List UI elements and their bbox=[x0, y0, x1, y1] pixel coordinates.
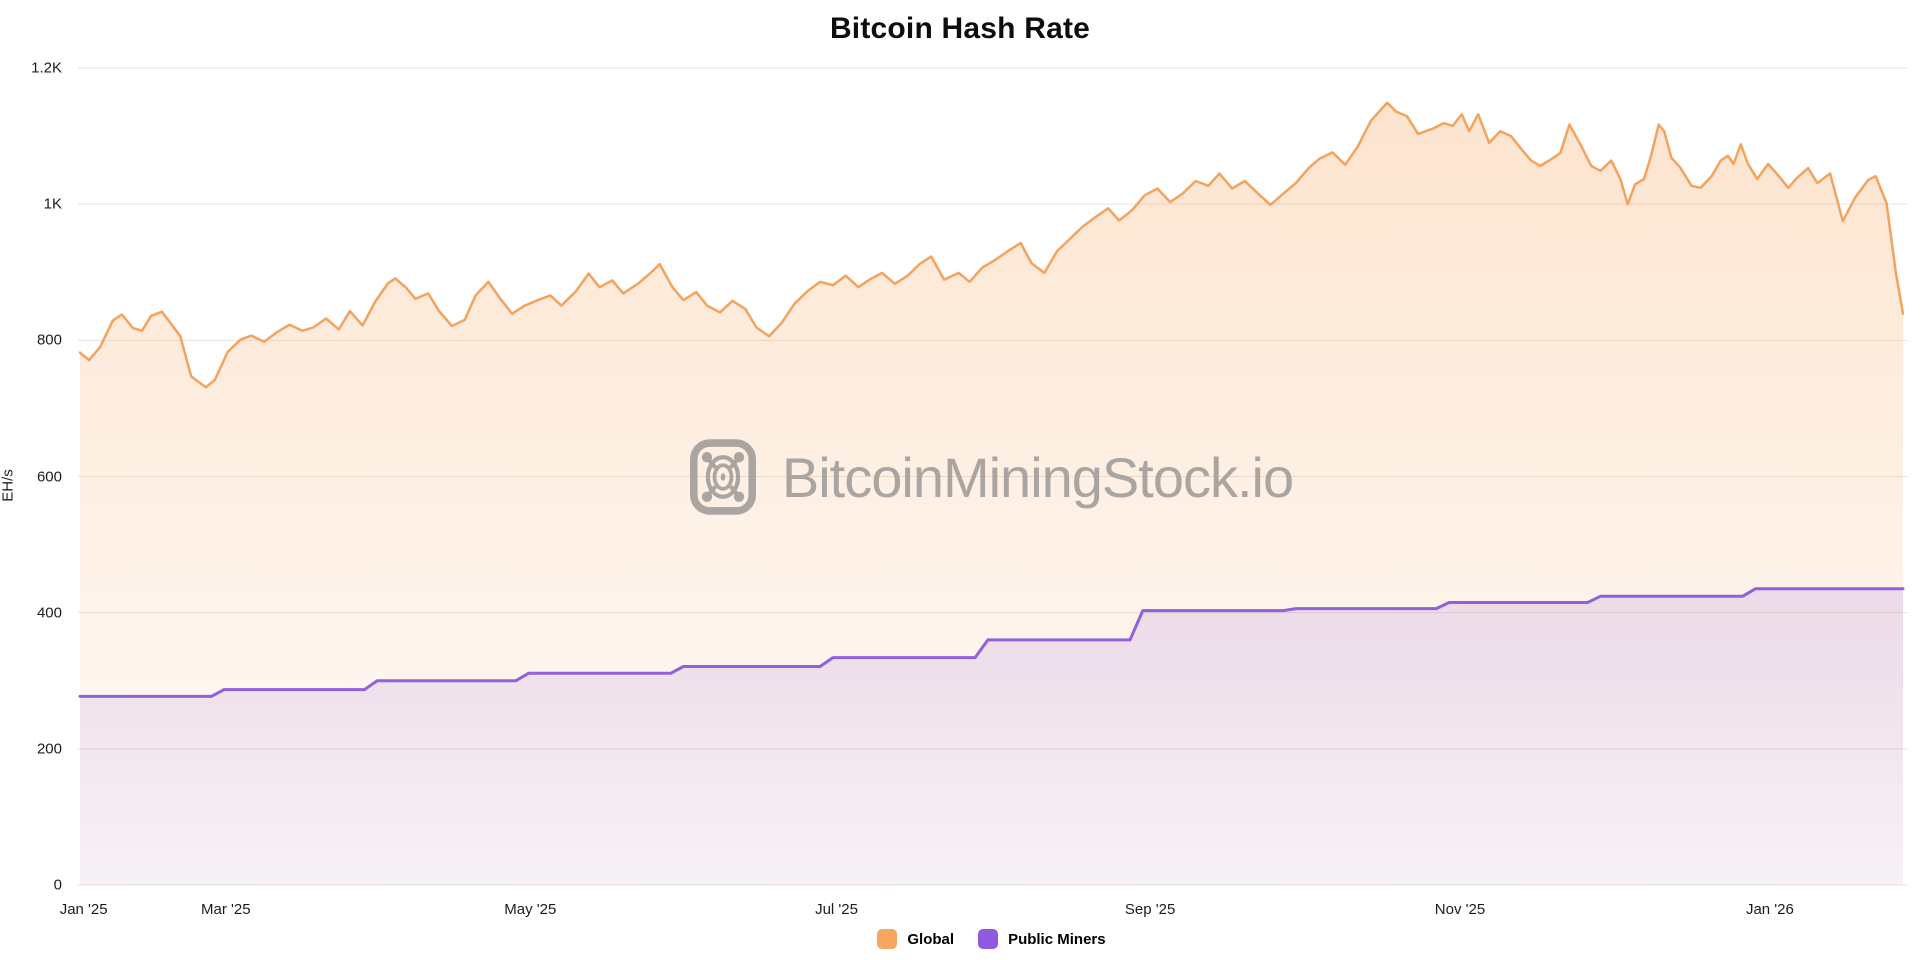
global-legend-label: Global bbox=[907, 930, 955, 948]
x-tick-label: May '25 bbox=[504, 901, 557, 918]
chart-legend: Global Public Miners bbox=[80, 926, 1903, 952]
x-tick-label: Nov '25 bbox=[1434, 901, 1486, 918]
y-axis-title: EH/s bbox=[0, 469, 17, 502]
y-tick-label: 0 bbox=[53, 876, 62, 894]
y-tick-label: 1K bbox=[43, 195, 62, 213]
x-tick-label: Jul '25 bbox=[815, 901, 858, 918]
x-tick-label: Jan '25 bbox=[59, 901, 108, 918]
legend-item-global[interactable]: Global bbox=[877, 929, 954, 949]
y-tick-label: 1.2K bbox=[31, 59, 62, 77]
y-tick-label: 200 bbox=[36, 740, 62, 758]
x-tick-label: Sep '25 bbox=[1124, 901, 1176, 918]
chart-title: Bitcoin Hash Rate bbox=[829, 12, 1091, 45]
y-tick-label: 400 bbox=[36, 604, 62, 622]
public-miners-legend-label: Public Miners bbox=[1008, 930, 1106, 948]
y-tick-label: 800 bbox=[36, 331, 62, 349]
y-tick-label: 600 bbox=[36, 468, 62, 485]
x-tick-label: Jan '26 bbox=[1745, 901, 1794, 918]
global-legend-swatch bbox=[877, 929, 898, 949]
public-miners-legend-swatch bbox=[978, 929, 999, 949]
x-tick-label: Mar '25 bbox=[201, 901, 251, 918]
legend-item-public-miners[interactable]: Public Miners bbox=[978, 929, 1106, 949]
